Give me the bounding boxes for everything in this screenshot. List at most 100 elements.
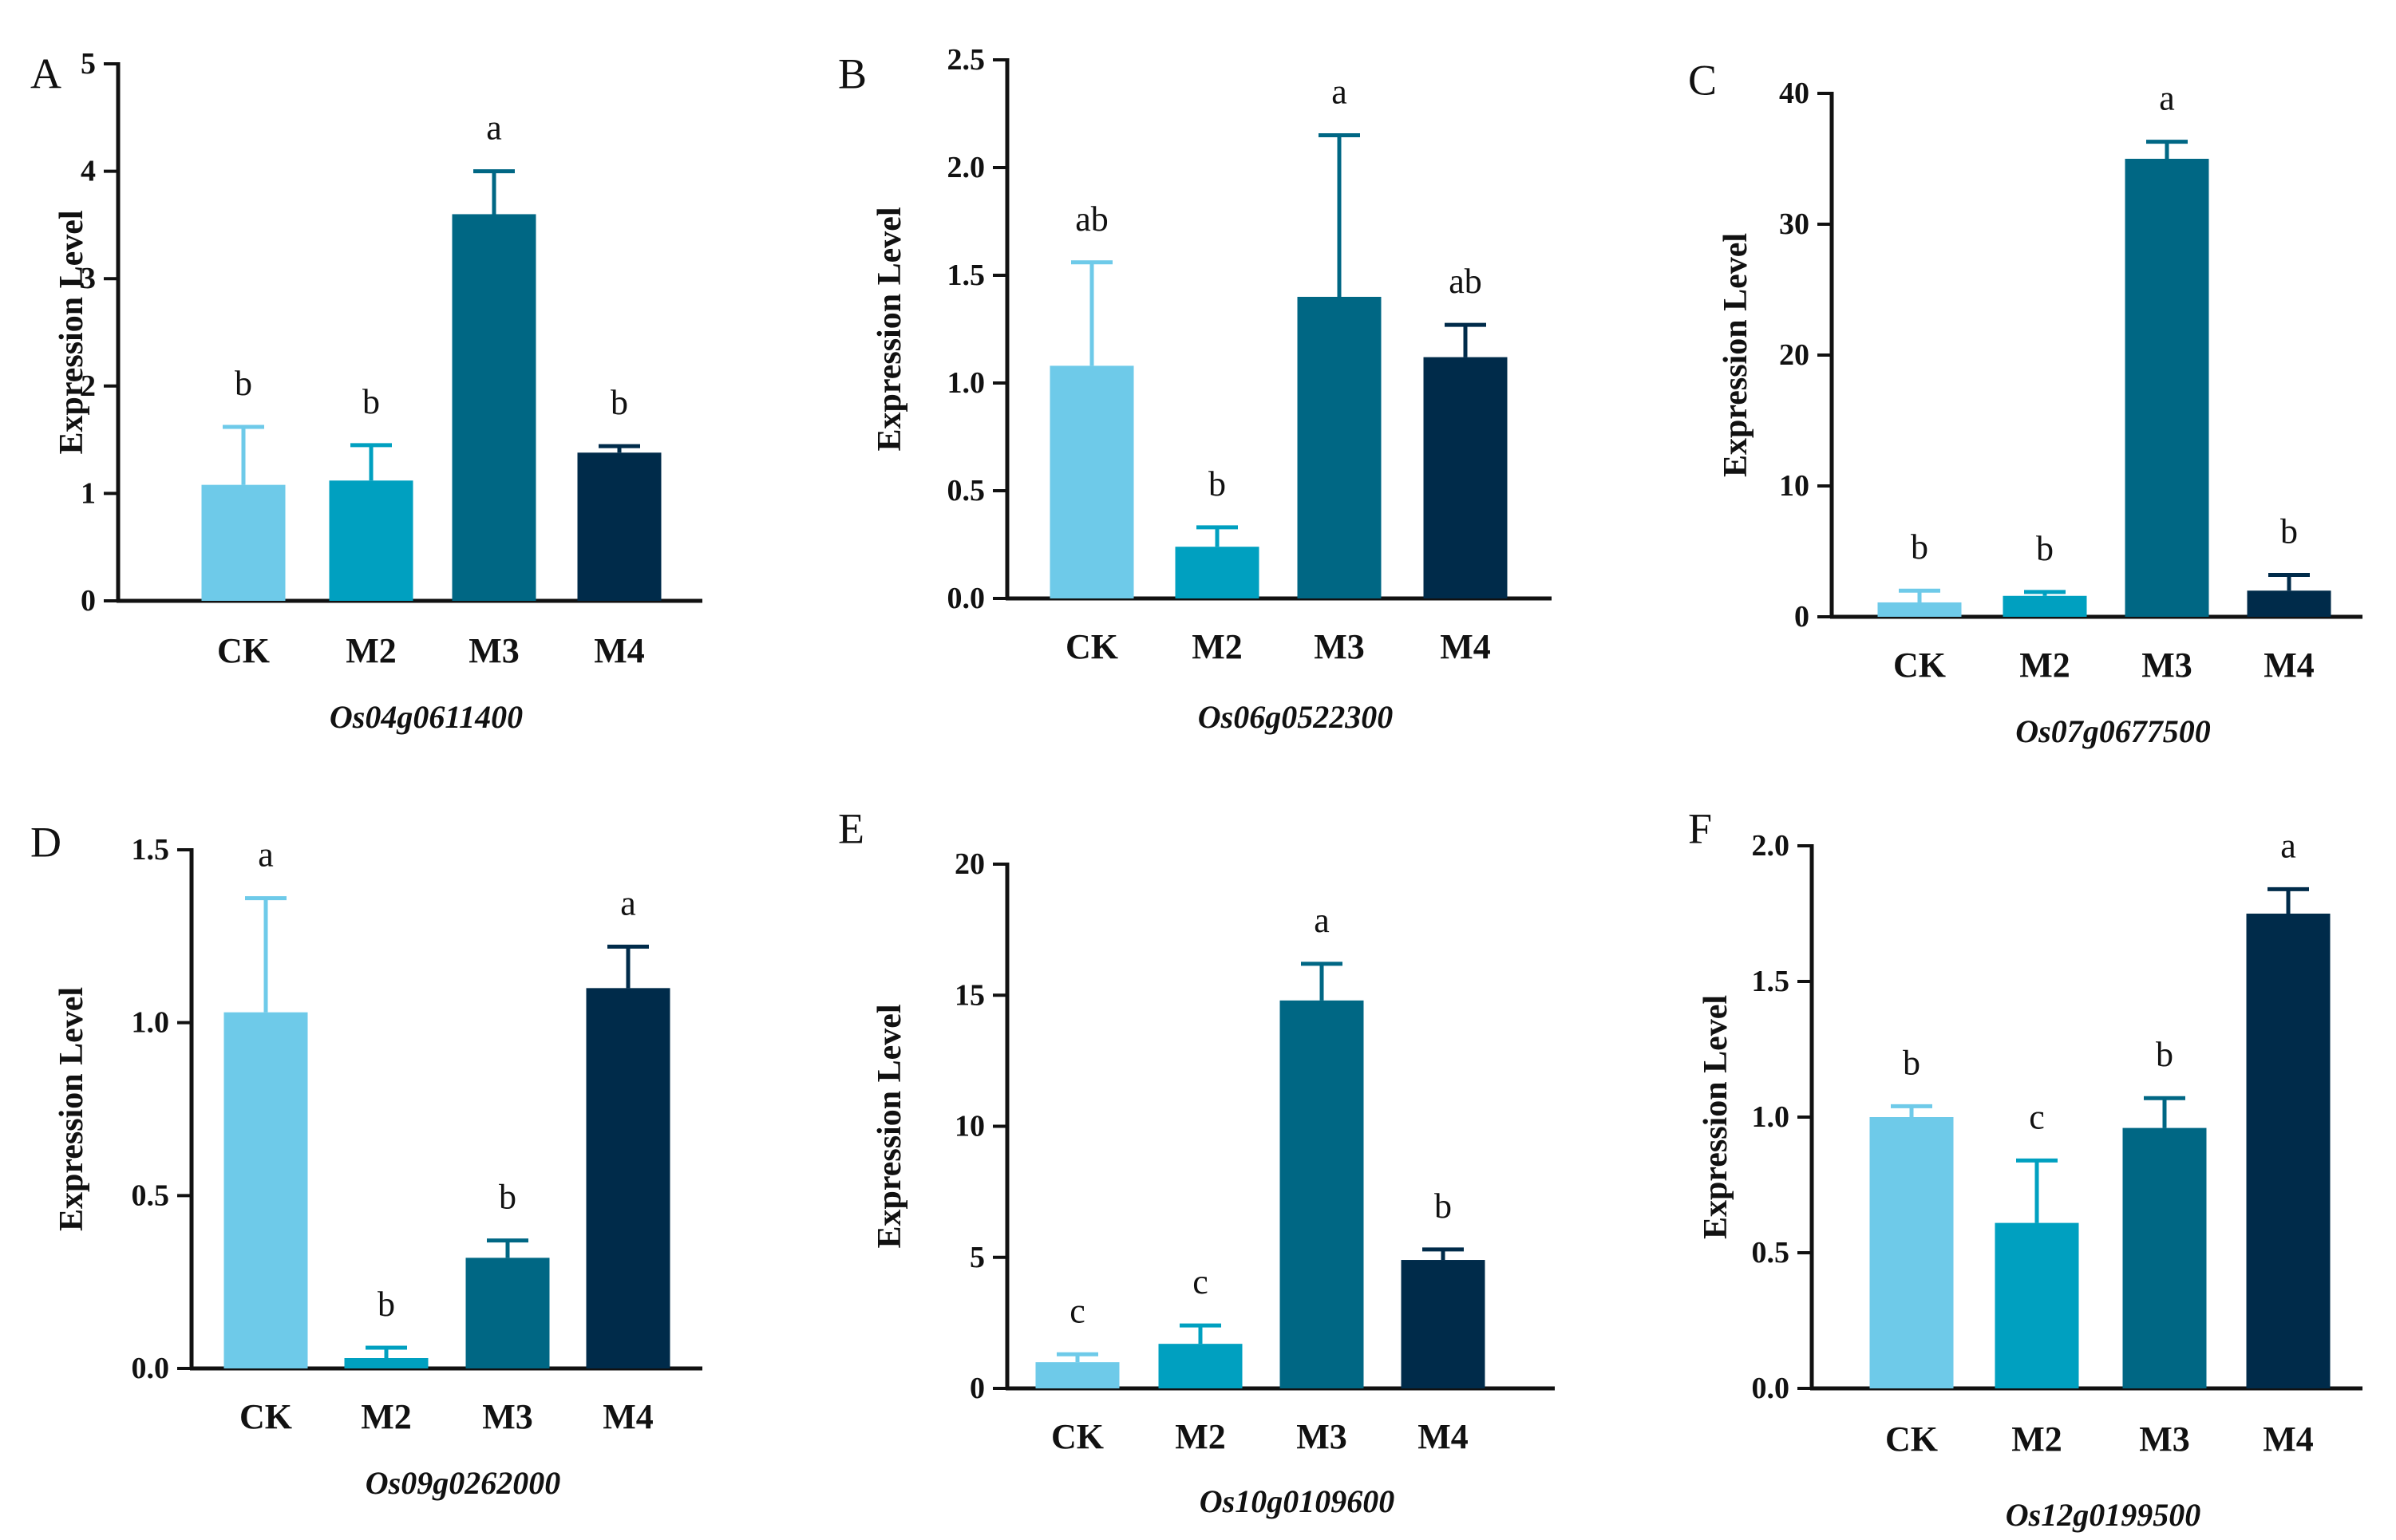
x-category-label-m2: M2 (2011, 1420, 2062, 1459)
y-tick-label: 0.0 (132, 1352, 170, 1385)
gene-name: Os07g0677500 (2015, 713, 2210, 749)
gene-name: Os10g0109600 (1200, 1483, 1394, 1519)
x-category-label-ck: CK (217, 631, 270, 670)
y-tick-label: 5 (970, 1241, 985, 1274)
x-category-label-ck: CK (1051, 1417, 1104, 1456)
bar-m3 (1279, 1000, 1364, 1388)
panel-letter: D (30, 818, 61, 866)
significance-letter-m4: b (611, 383, 628, 422)
x-category-label-ck: CK (1066, 627, 1118, 666)
y-axis-label: Expression Level (53, 210, 90, 454)
y-tick-label: 1.5 (132, 833, 170, 867)
significance-letter-m3: a (2159, 79, 2175, 118)
y-axis-label: Expression Level (1718, 233, 1754, 477)
significance-letter-ck: c (1070, 1291, 1085, 1330)
x-category-label-ck: CK (1893, 646, 1946, 685)
significance-letter-m2: b (2036, 529, 2054, 568)
significance-letter-m3: a (486, 109, 502, 148)
y-tick-label: 1.0 (132, 1006, 170, 1040)
bar-m4 (586, 988, 670, 1368)
y-tick-label: 1.0 (1752, 1100, 1790, 1134)
bar-ck (223, 1012, 308, 1368)
y-tick-label: 2.0 (947, 151, 986, 184)
y-tick-label: 1.5 (1752, 965, 1790, 998)
significance-letter-m4: ab (1449, 262, 1482, 301)
bar-m2 (1175, 547, 1259, 598)
y-tick-label: 20 (955, 847, 985, 881)
significance-letter-m4: a (2280, 826, 2296, 865)
y-tick-label: 0.0 (947, 582, 986, 615)
gene-name: Os06g0522300 (1198, 699, 1393, 735)
panel-letter: A (30, 49, 61, 97)
y-tick-label: 0.0 (1752, 1372, 1790, 1405)
y-tick-label: 5 (81, 47, 96, 81)
significance-letter-ck: b (1903, 1043, 1920, 1082)
y-tick-label: 2 (81, 369, 96, 403)
y-tick-label: 1.0 (947, 366, 986, 400)
significance-letter-m2: b (362, 382, 380, 421)
x-category-label-m3: M3 (469, 631, 520, 670)
y-tick-label: 0.5 (1752, 1236, 1790, 1270)
x-category-label-m4: M4 (2263, 1420, 2314, 1459)
y-tick-label: 1 (81, 476, 96, 510)
chart-panel-a: A 0 1 2 3 4 5 Expression Level b CK b M2 a M3 b M4 Os04g… (30, 47, 702, 735)
y-axis-label: Expression Level (872, 207, 908, 451)
bar-m3 (465, 1258, 550, 1368)
gene-name: Os09g0262000 (366, 1465, 560, 1501)
x-category-label-m2: M2 (1192, 627, 1243, 666)
y-axis-label: Expression Level (1698, 995, 1734, 1239)
y-tick-label: 1.5 (947, 259, 986, 292)
significance-letter-m3: b (2156, 1035, 2173, 1074)
significance-letter-ck: b (235, 364, 252, 403)
y-tick-label: 0.5 (132, 1179, 170, 1212)
panel-letter: B (838, 49, 867, 97)
y-tick-label: 3 (81, 262, 96, 295)
panel-letter: E (838, 804, 864, 852)
bar-ck (1869, 1117, 1954, 1388)
significance-letter-m4: b (2280, 512, 2298, 551)
bar-m2 (2003, 595, 2087, 617)
bar-m4 (2246, 914, 2331, 1388)
bar-m2 (344, 1358, 429, 1368)
x-category-label-m2: M2 (361, 1397, 412, 1436)
y-tick-label: 2.5 (947, 43, 986, 77)
y-tick-label: 0 (970, 1372, 985, 1405)
bar-m3 (2125, 159, 2209, 617)
y-tick-label: 0 (81, 584, 96, 618)
x-category-label-m4: M4 (603, 1397, 654, 1436)
y-axis-label: Expression Level (53, 987, 90, 1231)
x-category-label-m4: M4 (1417, 1417, 1469, 1456)
y-tick-label: 10 (1779, 469, 1809, 503)
y-tick-label: 40 (1779, 77, 1809, 110)
significance-letter-ck: a (258, 835, 274, 875)
x-category-label-m4: M4 (1440, 627, 1491, 666)
bar-m4 (1401, 1260, 1485, 1388)
bar-m3 (2122, 1127, 2207, 1388)
bar-m3 (1297, 297, 1382, 598)
chart-panel-c: C 0 10 20 30 40 Expression Level b CK b M2 a M3 b M4 Os… (1688, 56, 2362, 749)
bar-ck (1035, 1362, 1120, 1388)
chart-panel-f: F 0.0 0.5 1.0 1.5 2.0 Expression Level b CK c M2 b M… (1688, 804, 2362, 1533)
y-tick-label: 15 (955, 978, 985, 1012)
x-category-label-m4: M4 (594, 631, 645, 670)
bar-m2 (1158, 1344, 1243, 1388)
bar-m2 (329, 480, 413, 601)
significance-letter-ck: ab (1075, 199, 1109, 239)
gene-name: Os04g0611400 (330, 699, 523, 735)
significance-letter-m4: a (620, 883, 636, 922)
x-category-label-m2: M2 (2019, 646, 2070, 685)
significance-letter-m2: c (1192, 1262, 1208, 1301)
y-axis-label: Expression Level (872, 1004, 908, 1248)
x-category-label-m3: M3 (1314, 627, 1365, 666)
significance-letter-m2: b (1208, 464, 1226, 503)
x-category-label-m3: M3 (2139, 1420, 2190, 1459)
panel-letter: F (1688, 804, 1712, 852)
gene-name: Os12g0199500 (2006, 1497, 2200, 1533)
chart-panel-d: D 0.0 0.5 1.0 1.5 Expression Level a CK b M2 b M3 a M… (30, 818, 702, 1501)
significance-letter-m3: b (499, 1178, 516, 1217)
y-tick-label: 2.0 (1752, 829, 1790, 863)
chart-panel-b: B 0.0 0.5 1.0 1.5 2.0 2.5 Expression Level ab CK b… (838, 43, 1552, 735)
panel-letter: C (1688, 56, 1717, 104)
bar-ck (201, 484, 286, 601)
